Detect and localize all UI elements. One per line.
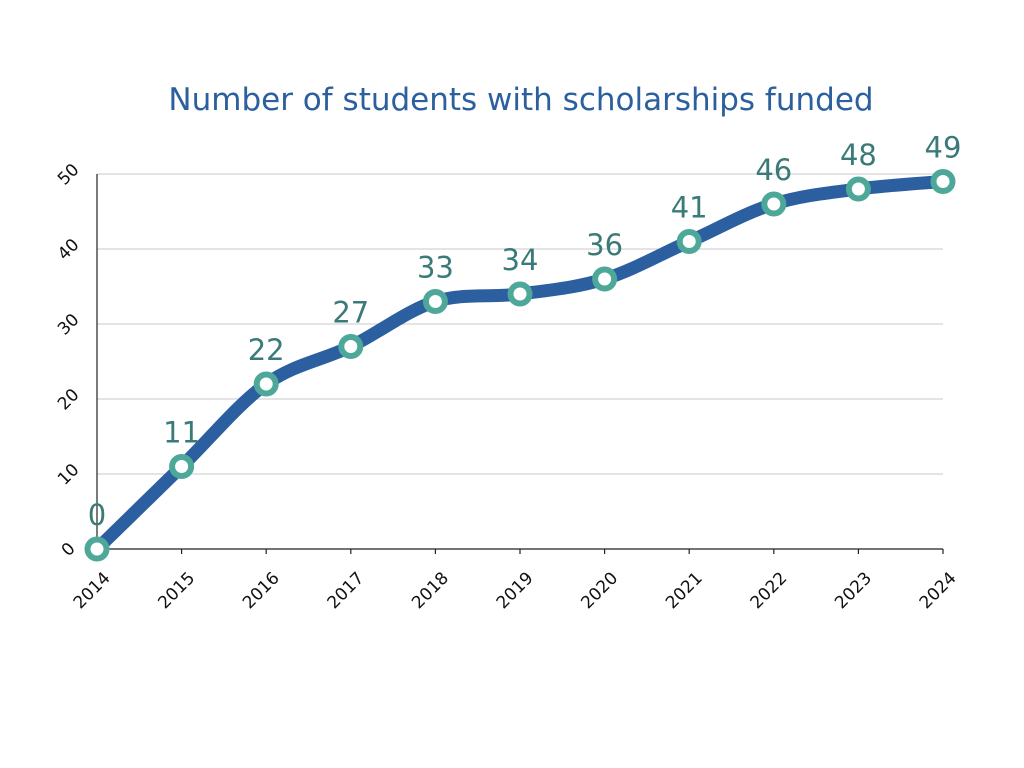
data-label: 34 [502, 243, 539, 277]
series [84, 169, 956, 562]
x-tick-label: 2017 [324, 568, 369, 613]
data-point-marker [592, 266, 618, 292]
data-point-marker [845, 176, 871, 202]
series-line [90, 175, 950, 556]
x-tick-label: 2020 [577, 568, 622, 613]
data-label: 0 [88, 498, 106, 532]
x-tick-label: 2021 [662, 568, 707, 613]
data-point-marker [930, 169, 956, 194]
x-tick-label: 2022 [747, 568, 792, 613]
data-point-marker [676, 229, 702, 254]
x-tick-label: 2023 [831, 568, 876, 613]
x-tick-label: 2019 [493, 568, 538, 613]
data-point-marker [507, 281, 533, 307]
data-label: 41 [671, 191, 708, 225]
x-tick-label: 2014 [70, 568, 115, 613]
data-label: 27 [332, 296, 369, 330]
y-tick-label: 40 [54, 235, 83, 264]
x-tick-label: 2016 [239, 568, 284, 613]
y-tick-label: 50 [54, 160, 83, 189]
data-point-marker [169, 454, 195, 479]
data-label: 49 [925, 131, 962, 165]
data-point-marker [84, 536, 110, 562]
y-tick-label: 20 [54, 385, 83, 414]
data-label: 22 [248, 333, 285, 367]
y-tick-label: 10 [54, 460, 83, 489]
gridlines [97, 173, 943, 475]
data-point-marker [761, 191, 787, 217]
data-label: 48 [840, 138, 877, 172]
y-tick-label: 30 [54, 310, 83, 339]
chart-title: Number of students with scholarships fun… [168, 82, 874, 118]
data-point-marker [422, 289, 448, 314]
data-label: 33 [417, 251, 454, 285]
data-point-marker [338, 334, 364, 359]
y-tick-label: 0 [58, 539, 80, 561]
data-label: 36 [586, 228, 623, 262]
x-tick-label: 2015 [154, 568, 199, 613]
axes [96, 174, 944, 554]
data-label: 11 [163, 416, 200, 450]
x-tick-label: 2024 [916, 568, 961, 613]
data-point-marker [253, 371, 279, 397]
data-label: 46 [755, 153, 792, 187]
x-tick-label: 2018 [408, 568, 453, 613]
